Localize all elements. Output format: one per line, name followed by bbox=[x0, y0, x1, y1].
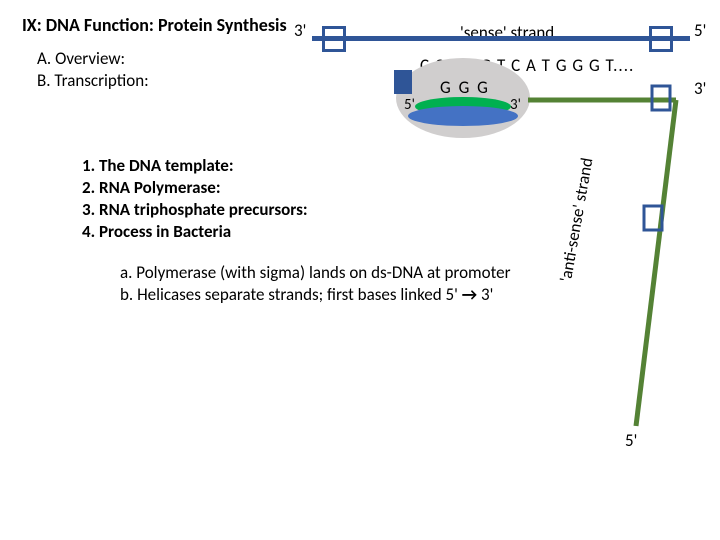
page-title: IX: DNA Function: Protein Synthesis bbox=[22, 14, 287, 36]
three-prime-left: 3' bbox=[294, 20, 306, 41]
antisense-label: 'anti-sense' strand bbox=[555, 156, 598, 284]
three-prime-right: 3' bbox=[694, 78, 706, 99]
five-prime-right: 5' bbox=[694, 20, 706, 41]
sub-a: a. Polymerase (with sigma) lands on ds-D… bbox=[120, 262, 511, 283]
overview-a: A. Overview: bbox=[37, 48, 125, 69]
rna-sequence: G G G bbox=[440, 77, 490, 98]
template-oval bbox=[408, 106, 518, 126]
sub-b-post: 3' bbox=[477, 284, 493, 305]
sense-strand-line bbox=[312, 36, 690, 41]
sub-b-pre: b. Helicases separate strands; first bas… bbox=[120, 284, 462, 305]
promoter-box-left bbox=[322, 26, 346, 52]
list-item-2: 2. RNA Polymerase: bbox=[82, 177, 221, 198]
list-item-4: 4. Process in Bacteria bbox=[82, 221, 231, 242]
five-prime-bubble-left: 5' bbox=[404, 96, 415, 114]
five-prime-bottom: 5' bbox=[625, 430, 637, 451]
sigma-box bbox=[394, 70, 412, 94]
list-item-1: 1. The DNA template: bbox=[82, 155, 234, 176]
three-prime-bubble-right: 3' bbox=[510, 96, 521, 114]
arrow-icon: → bbox=[462, 284, 477, 305]
sub-b: b. Helicases separate strands; first bas… bbox=[120, 284, 493, 305]
promoter-box-right bbox=[649, 26, 673, 52]
overview-b: B. Transcription: bbox=[37, 70, 149, 91]
list-item-3: 3. RNA triphosphate precursors: bbox=[82, 199, 308, 220]
